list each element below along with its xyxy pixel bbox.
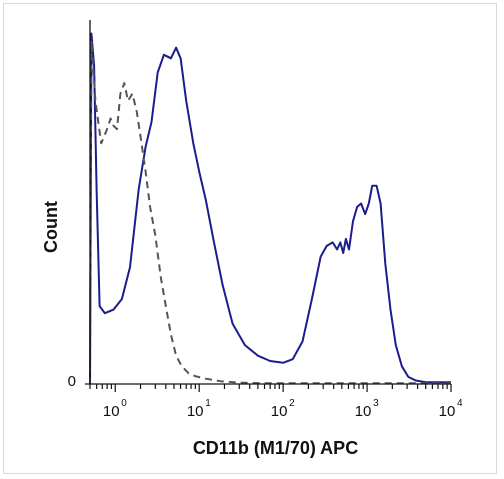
x-tick-exponent: 3 — [373, 398, 379, 409]
histogram-line-dashed — [89, 39, 451, 385]
x-tick-exponent: 2 — [289, 398, 295, 409]
x-tick-base: 10 — [439, 403, 456, 420]
x-tick-label-2: 10 2 — [271, 398, 295, 420]
y-axis-title: Count — [41, 201, 61, 253]
x-tick-label-3: 10 3 — [355, 398, 379, 420]
x-tick-base: 10 — [271, 403, 288, 420]
x-tick-label-4: 10 4 — [439, 398, 463, 420]
x-axis-title: CD11b (M1/70) APC — [193, 438, 358, 458]
x-tick-exponent: 1 — [205, 398, 211, 409]
x-tick-label-1: 10 1 — [187, 398, 211, 420]
series-layer — [89, 32, 451, 385]
chart-frame — [3, 3, 497, 474]
ticks-layer: 10 0 10 1 10 2 10 3 10 40 — [68, 373, 463, 420]
x-tick-exponent: 4 — [457, 398, 463, 409]
x-tick-base: 10 — [103, 403, 120, 420]
x-tick-exponent: 0 — [121, 398, 127, 409]
x-tick-base: 10 — [355, 403, 372, 420]
histogram-line-solid — [89, 32, 451, 385]
axes-layer — [89, 20, 451, 385]
y-tick-label-0: 0 — [68, 373, 76, 390]
x-tick-base: 10 — [187, 403, 204, 420]
x-tick-label-0: 10 0 — [103, 398, 127, 420]
